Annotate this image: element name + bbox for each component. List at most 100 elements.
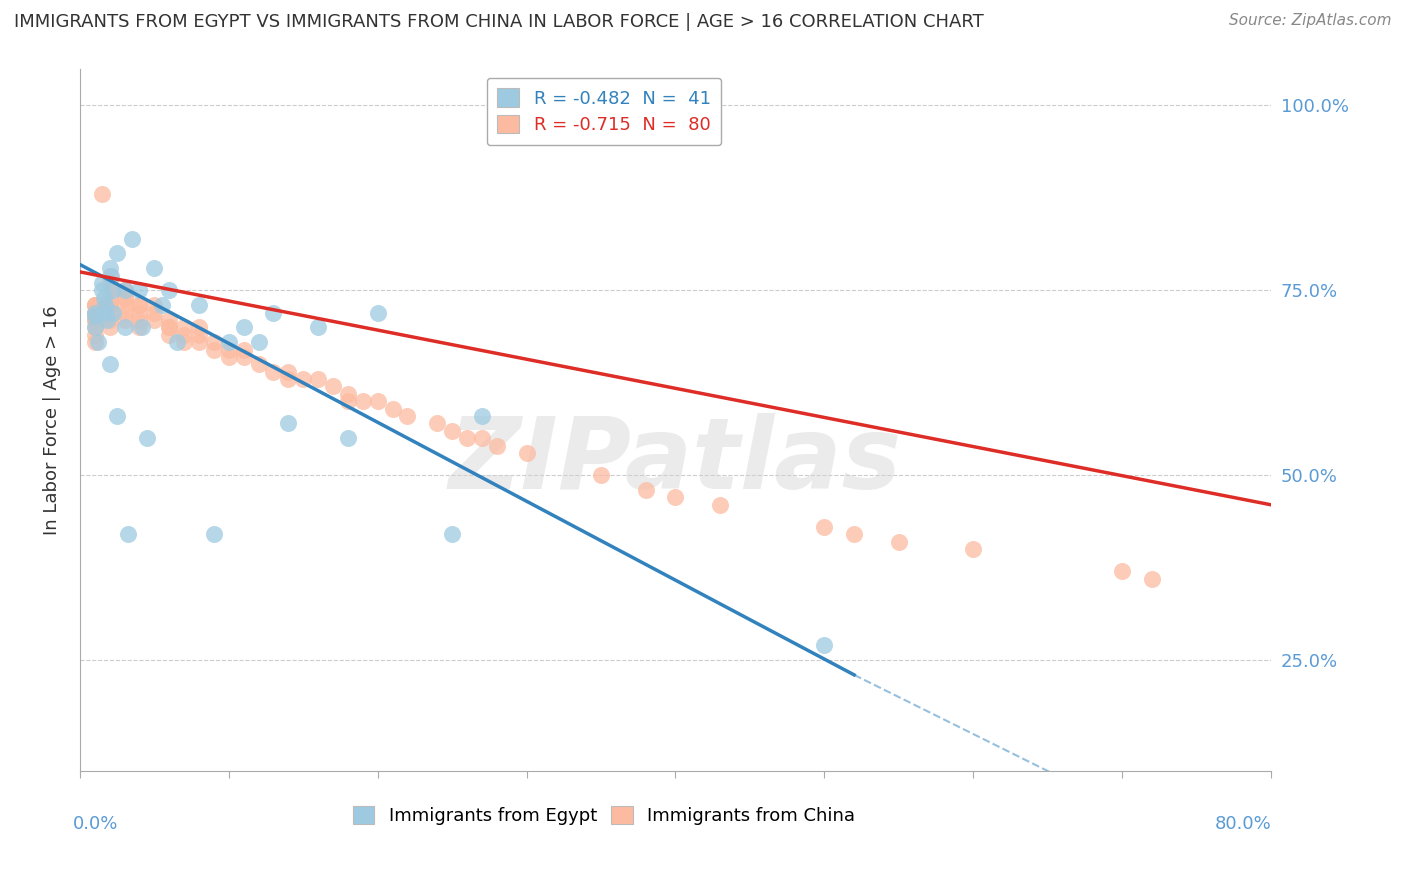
Point	[114, 320, 136, 334]
Point	[277, 365, 299, 379]
Point	[166, 335, 188, 350]
Point	[83, 305, 105, 319]
Point	[83, 305, 105, 319]
Point	[100, 268, 122, 283]
Point	[114, 291, 136, 305]
Point	[101, 284, 124, 298]
Text: 80.0%: 80.0%	[1215, 815, 1271, 833]
Point	[91, 284, 114, 298]
Point	[83, 298, 105, 312]
Point	[426, 417, 449, 431]
Point	[114, 284, 136, 298]
Point	[367, 394, 389, 409]
Point	[98, 276, 121, 290]
Point	[98, 313, 121, 327]
Point	[98, 284, 121, 298]
Point	[128, 313, 150, 327]
Point	[813, 520, 835, 534]
Point	[202, 343, 225, 357]
Point	[485, 439, 508, 453]
Point	[93, 291, 115, 305]
Point	[247, 335, 270, 350]
Point	[128, 320, 150, 334]
Point	[292, 372, 315, 386]
Point	[367, 305, 389, 319]
Point	[83, 320, 105, 334]
Point	[83, 298, 105, 312]
Point	[336, 394, 359, 409]
Point	[218, 350, 240, 364]
Point	[83, 313, 105, 327]
Point	[381, 401, 404, 416]
Point	[1111, 565, 1133, 579]
Point	[202, 335, 225, 350]
Point	[150, 298, 173, 312]
Point	[128, 298, 150, 312]
Point	[157, 327, 180, 342]
Point	[157, 320, 180, 334]
Point	[813, 638, 835, 652]
Point	[887, 534, 910, 549]
Point	[352, 394, 374, 409]
Point	[143, 261, 166, 276]
Point	[143, 298, 166, 312]
Point	[664, 491, 686, 505]
Point	[471, 431, 494, 445]
Point	[336, 431, 359, 445]
Point	[157, 284, 180, 298]
Point	[157, 320, 180, 334]
Legend: Immigrants from Egypt, Immigrants from China: Immigrants from Egypt, Immigrants from C…	[346, 798, 863, 832]
Point	[98, 298, 121, 312]
Point	[98, 320, 121, 334]
Point	[98, 357, 121, 371]
Text: ZIPatlas: ZIPatlas	[449, 413, 903, 510]
Point	[98, 291, 121, 305]
Point	[83, 327, 105, 342]
Point	[83, 335, 105, 350]
Point	[105, 409, 128, 423]
Text: Source: ZipAtlas.com: Source: ZipAtlas.com	[1229, 13, 1392, 29]
Point	[114, 291, 136, 305]
Point	[262, 365, 284, 379]
Point	[232, 343, 254, 357]
Point	[218, 343, 240, 357]
Point	[91, 276, 114, 290]
Point	[87, 335, 110, 350]
Point	[262, 305, 284, 319]
Point	[232, 350, 254, 364]
Point	[117, 527, 139, 541]
Point	[114, 298, 136, 312]
Point	[188, 327, 211, 342]
Point	[173, 320, 195, 334]
Point	[307, 372, 329, 386]
Point	[634, 483, 657, 497]
Point	[277, 372, 299, 386]
Point	[98, 298, 121, 312]
Point	[121, 231, 143, 245]
Point	[83, 313, 105, 327]
Point	[844, 527, 866, 541]
Point	[441, 424, 464, 438]
Point	[202, 527, 225, 541]
Point	[128, 298, 150, 312]
Point	[143, 305, 166, 319]
Point	[83, 320, 105, 334]
Point	[105, 246, 128, 260]
Point	[516, 446, 538, 460]
Point	[173, 327, 195, 342]
Point	[96, 313, 118, 327]
Point	[98, 261, 121, 276]
Point	[589, 468, 612, 483]
Point	[143, 313, 166, 327]
Point	[98, 305, 121, 319]
Point	[98, 268, 121, 283]
Point	[188, 320, 211, 334]
Point	[188, 298, 211, 312]
Point	[396, 409, 419, 423]
Point	[456, 431, 478, 445]
Point	[128, 284, 150, 298]
Point	[322, 379, 344, 393]
Point	[114, 313, 136, 327]
Point	[962, 542, 984, 557]
Text: 0.0%: 0.0%	[73, 815, 118, 833]
